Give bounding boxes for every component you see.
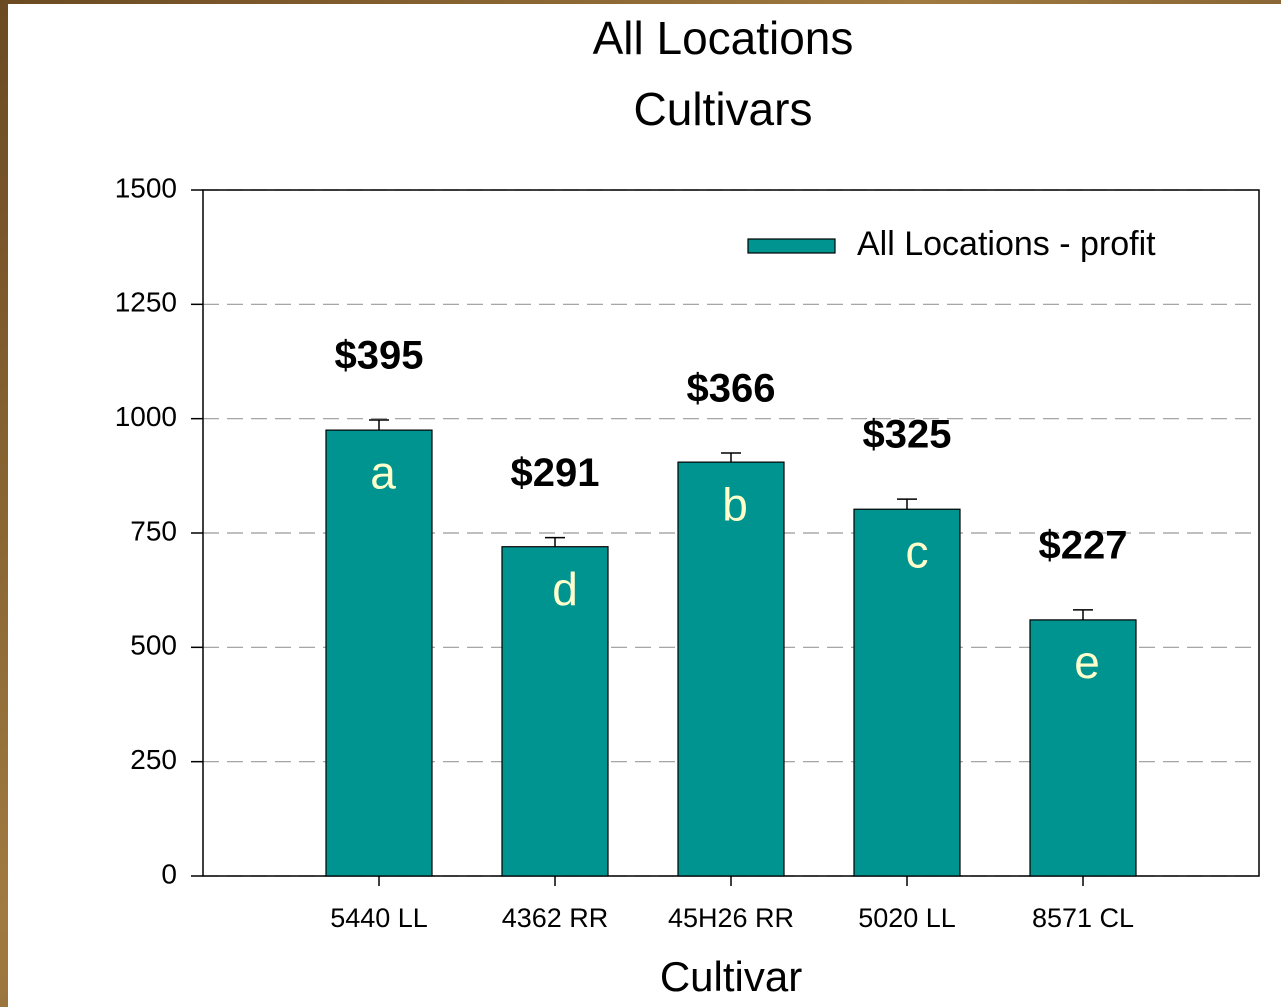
y-tick-label: 750 — [130, 515, 177, 546]
x-axis-label: Cultivar — [660, 953, 802, 1000]
bar — [1029, 619, 1137, 877]
y-tick-label: 500 — [130, 630, 177, 661]
bar — [325, 429, 433, 877]
letter-label: c — [906, 525, 929, 577]
profit-label: $395 — [335, 334, 424, 378]
y-tick-label: 250 — [130, 744, 177, 775]
profit-label: $227 — [1039, 523, 1128, 567]
y-tick-label: 1500 — [115, 172, 177, 203]
x-tick-label: 5440 LL — [330, 903, 428, 933]
legend-swatch — [747, 238, 836, 254]
bar — [853, 508, 961, 877]
y-tick-label: 0 — [161, 858, 177, 889]
profit-label: $291 — [511, 451, 600, 495]
x-tick-label: 5020 LL — [858, 903, 956, 933]
x-tick-label: 45H26 RR — [668, 903, 794, 933]
x-tick-label: 8571 CL — [1032, 903, 1134, 933]
letter-label: d — [552, 563, 578, 615]
legend-label: All Locations - profit — [857, 225, 1156, 263]
letter-label: a — [370, 446, 396, 498]
chart-title: All Locations — [593, 12, 854, 64]
letter-label: e — [1074, 636, 1100, 688]
profit-label: $325 — [863, 413, 952, 457]
letter-label: b — [722, 478, 748, 530]
y-tick-label: 1000 — [115, 401, 177, 432]
profit-label: $366 — [687, 367, 776, 411]
y-tick-label: 1250 — [115, 287, 177, 318]
x-tick-label: 4362 RR — [502, 903, 609, 933]
chart-subtitle: Cultivars — [634, 83, 813, 135]
